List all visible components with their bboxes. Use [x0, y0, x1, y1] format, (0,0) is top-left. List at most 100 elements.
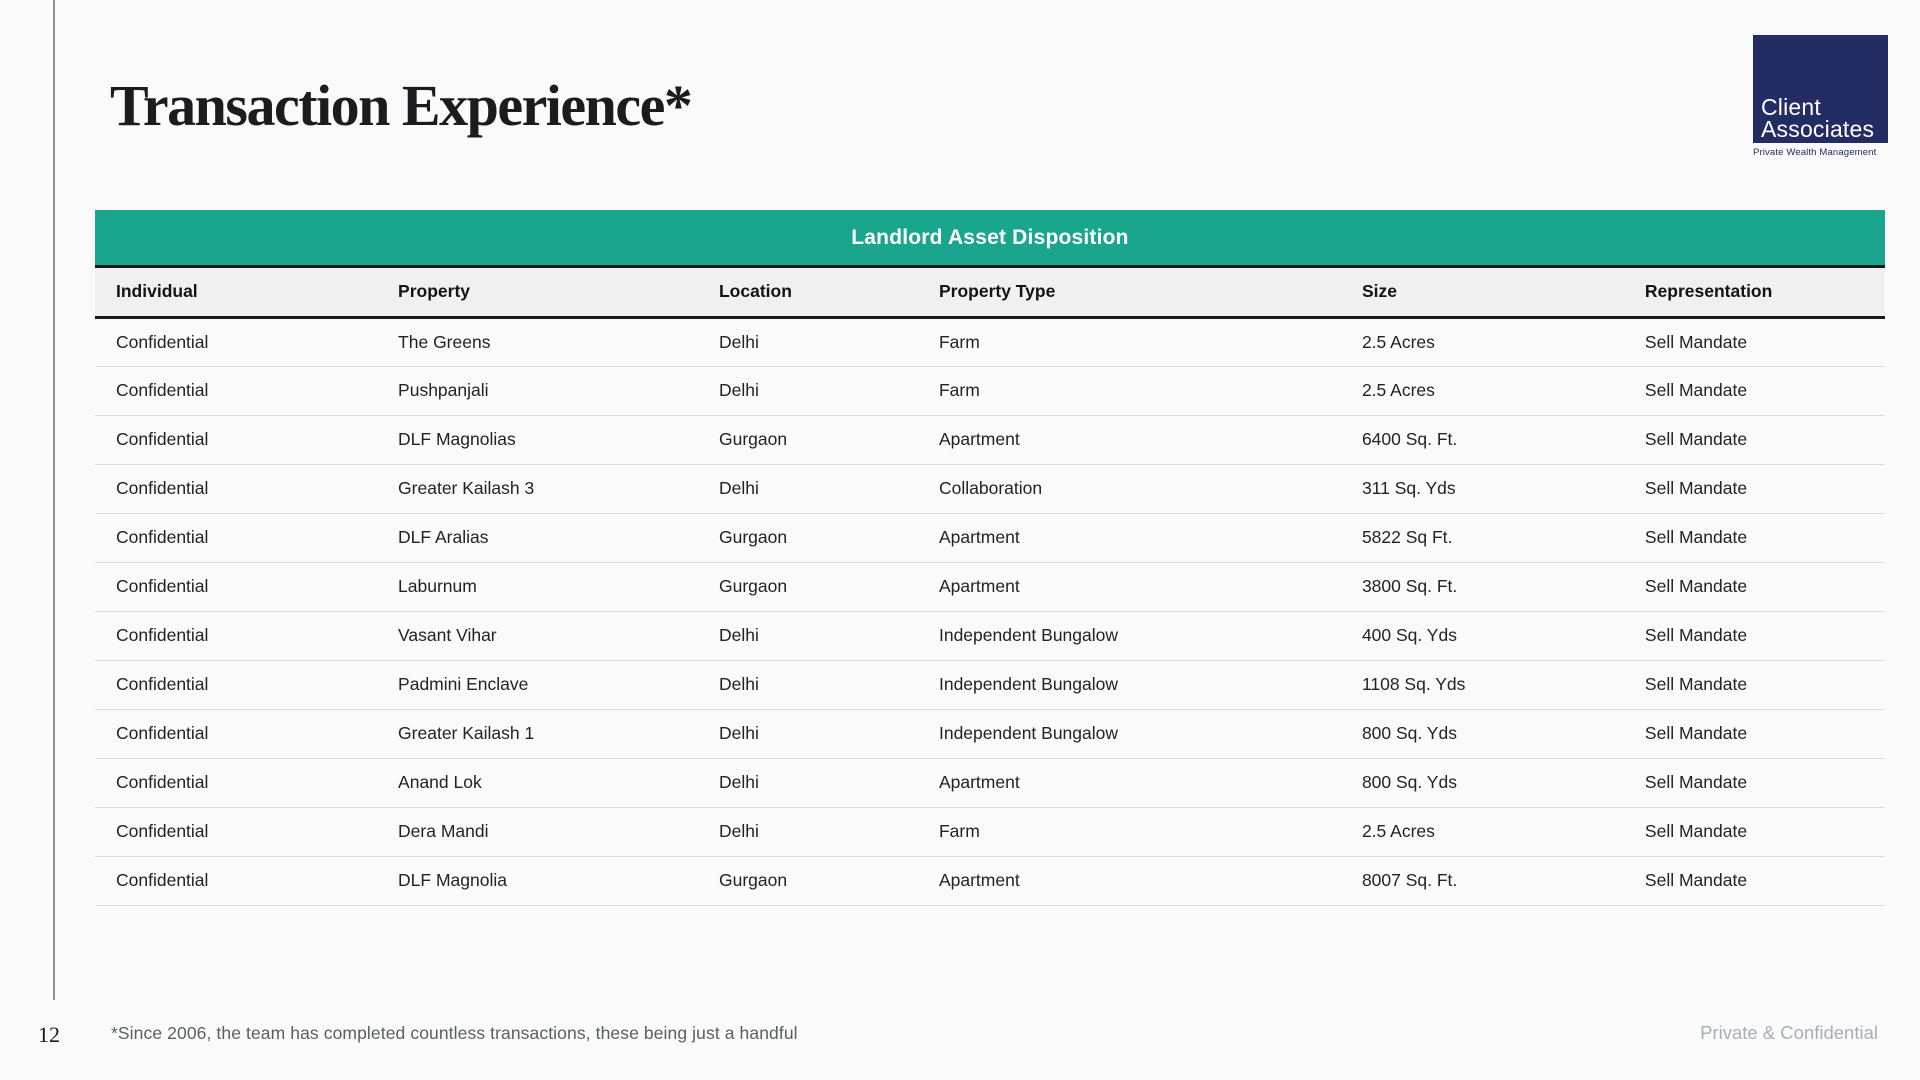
- left-edge-rule: [53, 0, 55, 1000]
- table-cell: 5822 Sq Ft.: [1361, 527, 1453, 547]
- column-header: Property: [398, 281, 471, 302]
- table-cell: 2.5 Acres: [1361, 331, 1435, 352]
- table-cell: Confidential: [116, 478, 209, 498]
- table-cell: Sell Mandate: [1644, 380, 1748, 400]
- table-cell: Farm: [938, 821, 980, 841]
- table-cell: Confidential: [116, 870, 209, 890]
- table-cell: Pushpanjali: [398, 380, 489, 400]
- table-cell: Apartment: [938, 870, 1020, 890]
- table-cell: Gurgaon: [718, 429, 788, 449]
- transaction-table: Landlord Asset Disposition Individual Pro…: [95, 210, 1885, 906]
- table-cell: Laburnum: [398, 576, 477, 596]
- table-cell: Sell Mandate: [1644, 723, 1748, 743]
- table-row: Confidential Greater Kailash 3 Delhi Collab…: [95, 464, 1885, 513]
- table-row: Confidential DLF Magnolia Gurgaon Apartment…: [95, 856, 1885, 905]
- landlord-asset-table: Individual Property Location Property Type S…: [95, 268, 1885, 906]
- table-caption: Landlord Asset Disposition: [95, 210, 1885, 268]
- table-cell: Confidential: [116, 821, 209, 841]
- table-row: Confidential Dera Mandi Delhi Farm 2.5 Acres…: [95, 807, 1885, 856]
- table-cell: Confidential: [116, 527, 209, 547]
- table-cell: Confidential: [116, 380, 209, 400]
- table-cell: Sell Mandate: [1644, 576, 1748, 596]
- table-row: Confidential Vasant Vihar Delhi Independent…: [95, 611, 1885, 660]
- table-cell: 6400 Sq. Ft.: [1361, 429, 1458, 449]
- table-cell: DLF Magnolia: [398, 870, 507, 890]
- column-header: Individual: [116, 281, 198, 302]
- table-cell: Delhi: [718, 772, 759, 792]
- table-cell: Delhi: [718, 625, 759, 645]
- table-cell: Confidential: [116, 625, 209, 645]
- table-cell: Apartment: [938, 772, 1020, 792]
- table-cell: 800 Sq. Yds: [1361, 772, 1457, 792]
- logo-tagline: Private Wealth Management: [1753, 147, 1877, 158]
- column-header: Representation: [1644, 281, 1773, 302]
- table-header-row: Individual Property Location Property Type S…: [95, 268, 1885, 317]
- table-cell: Delhi: [718, 674, 759, 694]
- table-cell: 8007 Sq. Ft.: [1361, 870, 1458, 890]
- table-cell: Independent Bungalow: [938, 674, 1119, 694]
- table-row: Confidential The Greens Delhi Farm 2.5 Acres…: [95, 317, 1885, 366]
- table-row: Confidential DLF Magnolias Gurgaon Apartmen…: [95, 415, 1885, 464]
- footnote: *Since 2006, the team has completed coun…: [111, 1023, 798, 1043]
- page-title: Transaction Experience*: [110, 73, 693, 138]
- logo-line2: Associates: [1761, 116, 1875, 143]
- table-cell: 2.5 Acres: [1361, 380, 1435, 400]
- table-row: Confidential Anand Lok Delhi Apartment 800 S…: [95, 758, 1885, 807]
- table-cell: Farm: [938, 380, 980, 400]
- column-header: Size: [1361, 281, 1397, 302]
- table-cell: Gurgaon: [718, 576, 788, 596]
- table-cell: 400 Sq. Yds: [1361, 625, 1457, 645]
- page-number: 12: [38, 1022, 60, 1047]
- table-cell: Greater Kailash 3: [398, 478, 535, 498]
- table-cell: 1108 Sq. Yds: [1361, 674, 1466, 694]
- logo-box: Client Associates: [1753, 35, 1888, 143]
- table-row: Confidential Pushpanjali Delhi Farm 2.5 Acre…: [95, 366, 1885, 415]
- table-cell: Confidential: [116, 723, 209, 743]
- table-cell: 3800 Sq. Ft.: [1361, 576, 1458, 596]
- logo-line1: Client: [1761, 93, 1822, 120]
- client-associates-logo: Client Associates Private Wealth Managem…: [1753, 35, 1888, 158]
- table-cell: Delhi: [718, 331, 759, 352]
- table-cell: Apartment: [938, 576, 1020, 596]
- table-cell: Sell Mandate: [1644, 772, 1748, 792]
- table-cell: Padmini Enclave: [398, 674, 529, 694]
- table-cell: Farm: [938, 331, 980, 352]
- table-cell: 311 Sq. Yds: [1361, 478, 1456, 498]
- table-cell: Sell Mandate: [1644, 870, 1748, 890]
- table-row: Confidential Greater Kailash 1 Delhi Indepe…: [95, 709, 1885, 758]
- table-cell: Sell Mandate: [1644, 478, 1748, 498]
- table-row: Confidential Padmini Enclave Delhi Independ…: [95, 660, 1885, 709]
- table-cell: Gurgaon: [718, 870, 788, 890]
- table-cell: Sell Mandate: [1644, 674, 1748, 694]
- table-cell: Independent Bungalow: [938, 723, 1119, 743]
- table-body: Confidential The Greens Delhi Farm 2.5 Acres…: [95, 317, 1885, 905]
- table-cell: Confidential: [116, 674, 209, 694]
- table-cell: Confidential: [116, 772, 209, 792]
- table-cell: Delhi: [718, 478, 759, 498]
- column-header: Property Type: [938, 281, 1056, 302]
- table-cell: DLF Magnolias: [398, 429, 516, 449]
- table-cell: 800 Sq. Yds: [1361, 723, 1457, 743]
- table-cell: Confidential: [116, 331, 209, 352]
- table-cell: Sell Mandate: [1644, 331, 1748, 352]
- table-cell: Vasant Vihar: [398, 625, 497, 645]
- table-cell: 2.5 Acres: [1361, 821, 1435, 841]
- table-row: Confidential DLF Aralias Gurgaon Apartment 5…: [95, 513, 1885, 562]
- table-row: Confidential Laburnum Gurgaon Apartment 3800…: [95, 562, 1885, 611]
- table-cell: Confidential: [116, 576, 209, 596]
- table-cell: DLF Aralias: [398, 527, 489, 547]
- table-cell: Confidential: [116, 429, 209, 449]
- table-cell: Delhi: [718, 723, 759, 743]
- confidentiality-label: Private & Confidential: [1700, 1022, 1878, 1043]
- table-cell: Dera Mandi: [398, 821, 489, 841]
- table-cell: Sell Mandate: [1644, 527, 1748, 547]
- table-cell: Independent Bungalow: [938, 625, 1119, 645]
- column-header: Location: [718, 281, 792, 302]
- table-cell: Sell Mandate: [1644, 429, 1748, 449]
- table-cell: The Greens: [398, 331, 491, 352]
- table-cell: Apartment: [938, 527, 1020, 547]
- table-cell: Anand Lok: [398, 772, 482, 792]
- table-cell: Greater Kailash 1: [398, 723, 535, 743]
- table-cell: Delhi: [718, 380, 759, 400]
- table-cell: Sell Mandate: [1644, 625, 1748, 645]
